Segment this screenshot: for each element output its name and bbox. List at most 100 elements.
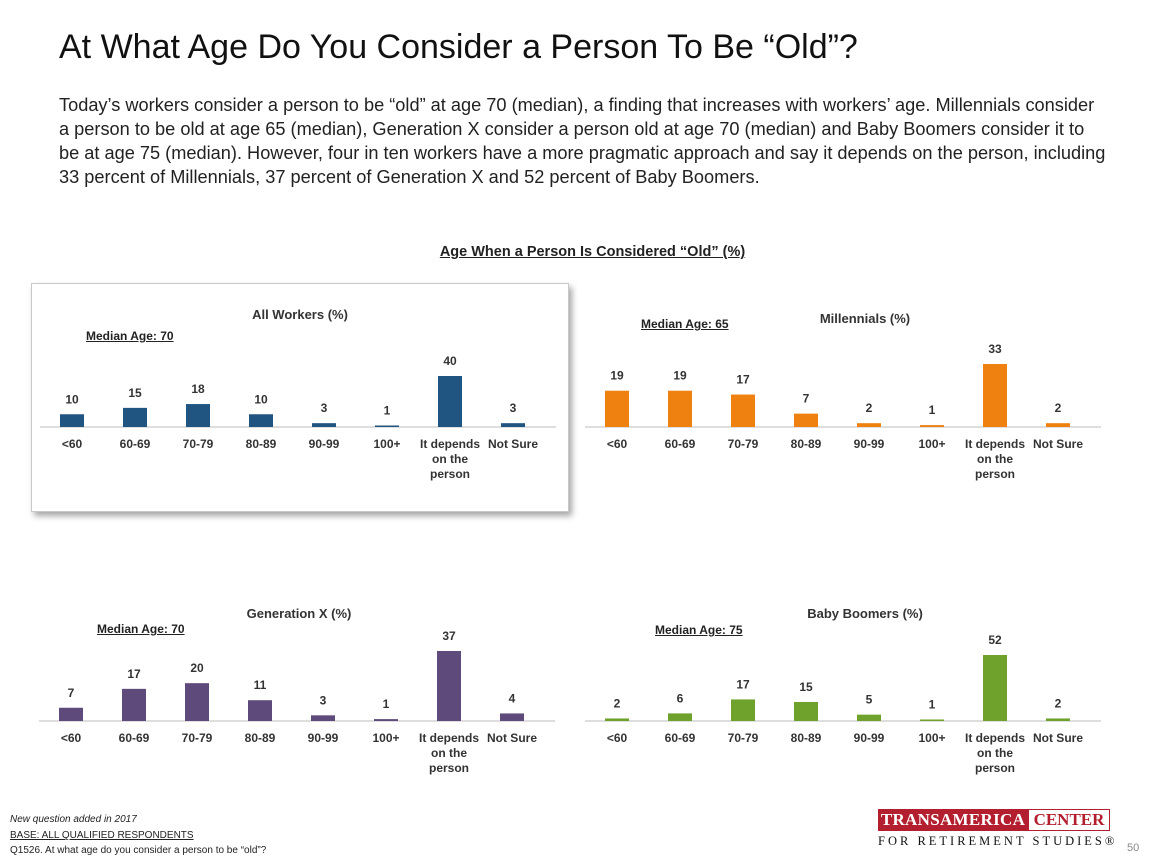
- bar: [123, 407, 147, 427]
- plot-area: 7 17 20 11 3 1 37 4: [31, 629, 567, 722]
- category-label: 80-89: [790, 437, 822, 451]
- footnote-question: Q1526. At what age do you consider a per…: [10, 845, 267, 856]
- bar-chart-svg: 2 6 17 15 5 1 52 2: [585, 633, 1101, 722]
- bar-value-label: 2: [866, 401, 873, 415]
- chart-title: Millennials (%): [819, 311, 911, 326]
- chart-panel-all-workers: All Workers (%) Median Age: 70 10 15 18 10 3…: [31, 283, 569, 512]
- bar-value-label: 3: [510, 401, 517, 415]
- bar-chart-svg: 19 19 17 7 2 1 33 2: [585, 342, 1101, 428]
- bar-value-label: 19: [673, 369, 687, 383]
- bar-value-label: 2: [1055, 401, 1062, 415]
- bar-value-label: 5: [866, 693, 873, 707]
- category-label: <60: [60, 731, 82, 745]
- category-label: 100+: [918, 731, 946, 745]
- bar: [185, 683, 209, 721]
- category-label: 90-99: [853, 731, 885, 745]
- median-age-label: Median Age: 65: [641, 317, 729, 331]
- page-number: 50: [1127, 842, 1140, 854]
- bar: [668, 713, 692, 721]
- bar-value-label: 20: [190, 661, 204, 675]
- bar-value-label: 19: [610, 369, 624, 383]
- bar-value-label: 3: [321, 401, 328, 415]
- bar: [983, 655, 1007, 721]
- bar-value-label: 37: [442, 629, 456, 643]
- category-label: 60-69: [664, 731, 696, 745]
- category-label: 70-79: [727, 437, 759, 451]
- category-label: 70-79: [181, 731, 213, 745]
- bar-chart-svg: 7 17 20 11 3 1 37 4: [39, 629, 555, 722]
- category-label: 100+: [918, 437, 946, 451]
- logo-subtitle: FOR RETIREMENT STUDIES®: [878, 834, 1118, 848]
- category-label: 100+: [372, 731, 400, 745]
- median-age-label: Median Age: 75: [655, 623, 743, 637]
- bar: [668, 390, 692, 427]
- bar-value-label: 11: [254, 678, 267, 692]
- transamerica-logo: TRANSAMERICA CENTER FOR RETIREMENT STUDI…: [878, 809, 1118, 849]
- bar: [375, 425, 399, 427]
- bar-value-label: 2: [614, 696, 621, 710]
- bar-value-label: 15: [799, 680, 813, 694]
- logo-word-center: CENTER: [1028, 809, 1110, 831]
- bar: [920, 425, 944, 427]
- category-label: 70-79: [727, 731, 759, 745]
- category-label: 80-89: [244, 731, 276, 745]
- bar-value-label: 4: [509, 691, 516, 705]
- chart-panel-generation-x: Generation X (%) Median Age: 70 7 17 20 11 3…: [31, 580, 567, 807]
- category-label: 100+: [373, 437, 401, 451]
- bar: [438, 376, 462, 427]
- bar-value-label: 17: [736, 373, 750, 387]
- bar-value-label: 33: [988, 342, 1002, 356]
- bar-value-label: 17: [127, 667, 141, 681]
- bar: [249, 414, 273, 427]
- category-label: <60: [606, 437, 628, 451]
- bar-value-label: 18: [191, 382, 205, 396]
- chart-title: Baby Boomers (%): [807, 606, 923, 621]
- category-label: 90-99: [307, 731, 339, 745]
- bar-value-label: 40: [443, 354, 457, 368]
- bar: [500, 713, 524, 721]
- category-label: Not Sure: [487, 437, 538, 451]
- chart-title: All Workers (%): [252, 307, 348, 322]
- category-label: 60-69: [664, 437, 696, 451]
- page-title: At What Age Do You Consider a Person To …: [59, 28, 858, 66]
- category-label: 90-99: [853, 437, 885, 451]
- chart-panel-baby-boomers: Baby Boomers (%) Median Age: 75 2 6 17 15 5 1…: [577, 580, 1113, 807]
- category-label: It depends on the person: [965, 437, 1026, 481]
- bar: [312, 423, 336, 427]
- intro-paragraph: Today’s workers consider a person to be …: [59, 95, 1106, 187]
- category-label: <60: [61, 437, 83, 451]
- category-label: Not Sure: [486, 731, 537, 745]
- bar: [794, 413, 818, 427]
- bar: [857, 714, 881, 721]
- bar: [501, 423, 525, 427]
- plot-area: 2 6 17 15 5 1 52 2: [577, 632, 1113, 722]
- bar-value-label: 6: [677, 691, 684, 705]
- bar: [374, 719, 398, 721]
- category-label: 60-69: [119, 437, 151, 451]
- category-label: Not Sure: [1032, 731, 1083, 745]
- chart-title: Generation X (%): [246, 606, 352, 621]
- bar-value-label: 2: [1055, 696, 1062, 710]
- section-title: Age When a Person Is Considered “Old” (%…: [439, 244, 746, 260]
- bar: [437, 651, 461, 721]
- median-age-label: Median Age: 70: [86, 329, 174, 343]
- bar: [920, 719, 944, 721]
- bar: [60, 414, 84, 427]
- bar-value-label: 7: [803, 392, 810, 406]
- category-label: 80-89: [245, 437, 277, 451]
- plot-area: 10 15 18 10 3 1 40 3: [32, 347, 568, 428]
- logo-word-transamerica: TRANSAMERICA: [878, 809, 1028, 831]
- category-label: 60-69: [118, 731, 150, 745]
- bar: [983, 364, 1007, 427]
- bar: [311, 715, 335, 721]
- bar-value-label: 1: [929, 403, 936, 417]
- bar-value-label: 10: [65, 392, 79, 406]
- bar-chart-svg: 10 15 18 10 3 1 40 3: [40, 354, 556, 428]
- median-age-label: Median Age: 70: [97, 622, 185, 636]
- bar: [794, 701, 818, 721]
- category-label: It depends on the person: [965, 731, 1026, 775]
- bar-value-label: 17: [736, 677, 750, 691]
- footnote-new-question: New question added in 2017: [10, 814, 137, 825]
- bar: [731, 699, 755, 721]
- category-label: Not Sure: [1032, 437, 1083, 451]
